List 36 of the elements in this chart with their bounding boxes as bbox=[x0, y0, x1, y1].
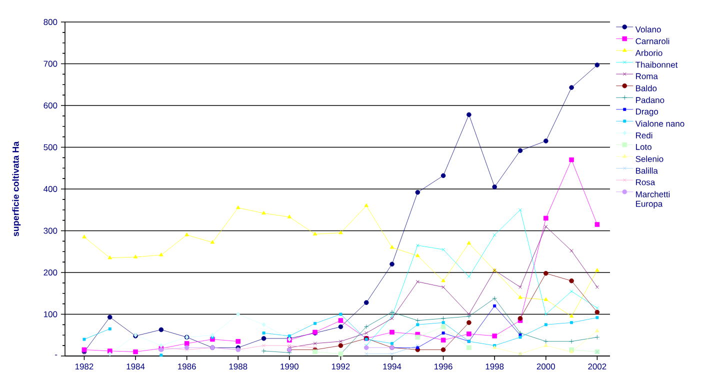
y-axis-title: superficie coltivata Ha bbox=[12, 141, 21, 236]
x-tick-label: 1992 bbox=[332, 364, 350, 370]
legend-label: Selenio bbox=[636, 156, 664, 162]
legend-label: Roma bbox=[636, 73, 658, 80]
legend-label: Padano bbox=[636, 96, 664, 104]
x-tick-label: 1994 bbox=[383, 364, 402, 370]
legend-label: Vialone nano bbox=[635, 120, 684, 127]
y-tick-label: 400 bbox=[44, 186, 58, 192]
x-tick-label: 1986 bbox=[178, 364, 196, 370]
y-tick-label: - bbox=[55, 354, 58, 356]
legend-label: Loto bbox=[636, 144, 652, 150]
y-tick-label: 700 bbox=[44, 60, 58, 67]
legend-label: Rosa bbox=[636, 179, 656, 186]
legend-label: Balilla bbox=[636, 168, 658, 174]
y-tick-label: 200 bbox=[44, 270, 58, 276]
legend-label: Arborio bbox=[635, 50, 662, 56]
y-tick-label: 800 bbox=[44, 19, 58, 25]
y-tick-label: 500 bbox=[44, 144, 58, 150]
y-tick-label: 100 bbox=[44, 311, 58, 318]
legend-label: Drago bbox=[636, 108, 658, 116]
x-tick-label: 1982 bbox=[75, 364, 94, 370]
legend-label: Baldo bbox=[636, 85, 657, 92]
x-tick-label: 1984 bbox=[126, 364, 145, 370]
legend-label: Marchetti Europa bbox=[636, 191, 670, 208]
y-tick-label: 600 bbox=[44, 102, 58, 108]
legend-label: Carnaroli bbox=[636, 38, 670, 44]
x-tick-label: 1998 bbox=[486, 364, 504, 370]
legend-label: Redi bbox=[636, 132, 652, 138]
x-tick-label: 1990 bbox=[280, 364, 298, 370]
legend-label: Thaibonnet bbox=[636, 62, 678, 68]
x-tick-label: 2000 bbox=[536, 364, 555, 370]
x-tick-label: 2002 bbox=[588, 364, 606, 370]
x-tick-label: 1996 bbox=[434, 364, 452, 370]
y-tick-label: 300 bbox=[44, 228, 58, 234]
x-tick-label: 1988 bbox=[229, 364, 248, 370]
legend-label: Volano bbox=[635, 26, 661, 32]
